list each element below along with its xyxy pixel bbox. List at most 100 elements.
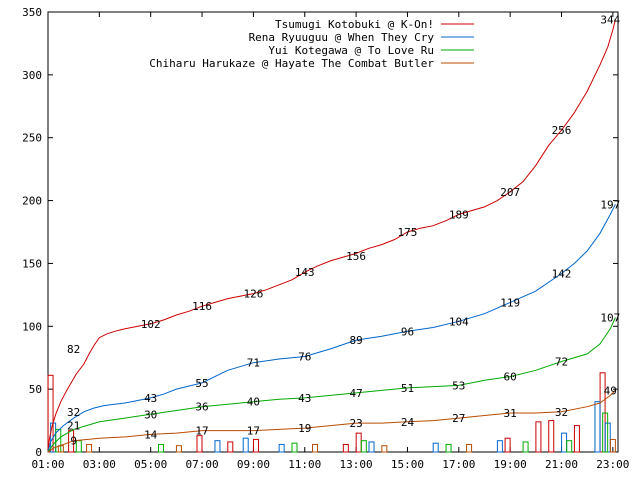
data-label: 49 (604, 384, 617, 397)
data-label: 32 (67, 406, 80, 419)
hourly-bar (360, 440, 367, 453)
y-tick-label: 200 (22, 195, 42, 208)
data-label: 60 (504, 371, 517, 384)
legend: Tsumugi Kotobuki @ K-On!Rena Ryuuguu @ W… (149, 18, 474, 70)
data-label: 96 (401, 325, 414, 338)
hourly-bar (214, 440, 221, 453)
data-labels: 8210211612614315617518920725634432435571… (67, 14, 621, 448)
data-label: 175 (398, 226, 418, 239)
x-tick-label: 03:00 (83, 458, 116, 471)
x-tick-label: 01:00 (31, 458, 64, 471)
hourly-bar (522, 441, 529, 453)
data-label: 32 (555, 406, 568, 419)
hourly-bar (548, 420, 555, 453)
hourly-bar (432, 442, 439, 453)
y-tick-label: 100 (22, 320, 42, 333)
data-label: 102 (141, 318, 161, 331)
hourly-bar (573, 425, 580, 453)
hourly-bar (196, 435, 203, 453)
x-tick-label: 15:00 (391, 458, 424, 471)
hourly-bar (86, 443, 93, 453)
x-tick-label: 07:00 (185, 458, 218, 471)
series-line (47, 204, 616, 453)
hourly-bar (381, 445, 388, 453)
hourly-bar (227, 441, 234, 453)
hourly-bar (157, 443, 164, 453)
y-axis: 0 50 100 150 200 250 300 350 (22, 6, 618, 459)
data-label: 30 (144, 408, 157, 421)
x-tick-label: 21:00 (545, 458, 578, 471)
series-line (47, 390, 616, 453)
series-line (47, 317, 616, 453)
hourly-bar (355, 432, 362, 453)
hourly-bar (609, 438, 616, 453)
data-label: 17 (247, 425, 260, 438)
data-label: 72 (555, 355, 568, 368)
data-label: 27 (452, 412, 465, 425)
data-label: 53 (452, 379, 465, 392)
data-label: 197 (600, 198, 620, 211)
data-label: 43 (298, 392, 311, 405)
data-label: 116 (192, 300, 212, 313)
data-label: 36 (195, 401, 208, 414)
legend-label: Chiharu Harukaze @ Hayate The Combat But… (149, 57, 434, 70)
data-label: 107 (600, 311, 620, 324)
data-label: 71 (247, 357, 260, 370)
data-label: 76 (298, 350, 311, 363)
legend-label: Yui Kotegawa @ To Love Ru (268, 44, 434, 57)
hourly-bar (278, 443, 285, 453)
hourly-bar (561, 432, 568, 453)
data-label: 21 (67, 420, 80, 433)
y-tick-label: 300 (22, 69, 42, 82)
cumulative-lines (47, 19, 616, 453)
hourly-bar (242, 437, 249, 453)
hourly-bar (504, 437, 511, 453)
x-tick-label: 05:00 (134, 458, 167, 471)
hourly-bar (291, 442, 298, 453)
y-tick-label: 50 (29, 383, 42, 396)
x-tick-label: 13:00 (340, 458, 373, 471)
data-label: 47 (349, 387, 362, 400)
legend-label: Tsumugi Kotobuki @ K-On! (275, 18, 434, 31)
data-label: 23 (349, 417, 362, 430)
hourly-bar (496, 440, 503, 453)
x-axis: 01:00 03:00 05:00 07:00 09:00 11:00 13:00 15:00… (31, 12, 629, 471)
data-label: 143 (295, 266, 315, 279)
data-label: 82 (67, 343, 80, 356)
x-tick-label: 11:00 (288, 458, 321, 471)
data-label: 156 (346, 250, 366, 263)
hourly-bar (445, 443, 452, 453)
data-label: 189 (449, 208, 469, 221)
hourly-bar (466, 443, 473, 453)
data-label: 17 (195, 425, 208, 438)
hourly-bar (368, 441, 375, 453)
data-label: 344 (600, 14, 620, 27)
y-tick-label: 150 (22, 257, 42, 270)
x-tick-label: 17:00 (442, 458, 475, 471)
data-label: 104 (449, 315, 469, 328)
hourly-bars (47, 372, 616, 453)
data-label: 126 (243, 288, 263, 301)
y-tick-label: 0 (35, 446, 42, 459)
hourly-bar (342, 443, 349, 453)
x-tick-label: 09:00 (237, 458, 270, 471)
hourly-bar (175, 445, 182, 453)
data-label: 43 (144, 392, 157, 405)
data-label: 40 (247, 396, 260, 409)
hourly-bar (252, 438, 259, 453)
x-tick-label: 19:00 (494, 458, 527, 471)
data-label: 9 (70, 435, 77, 448)
data-label: 119 (500, 296, 520, 309)
data-label: 19 (298, 422, 311, 435)
data-label: 14 (144, 428, 158, 441)
y-tick-label: 250 (22, 132, 42, 145)
data-label: 51 (401, 382, 414, 395)
data-label: 55 (195, 377, 208, 390)
hourly-bar (312, 443, 319, 453)
hourly-bar (602, 412, 609, 453)
data-label: 256 (552, 124, 572, 137)
data-label: 142 (552, 267, 572, 280)
hourly-bar (75, 440, 82, 453)
legend-label: Rena Ryuuguu @ When They Cry (249, 31, 435, 44)
hourly-bar (594, 401, 601, 453)
